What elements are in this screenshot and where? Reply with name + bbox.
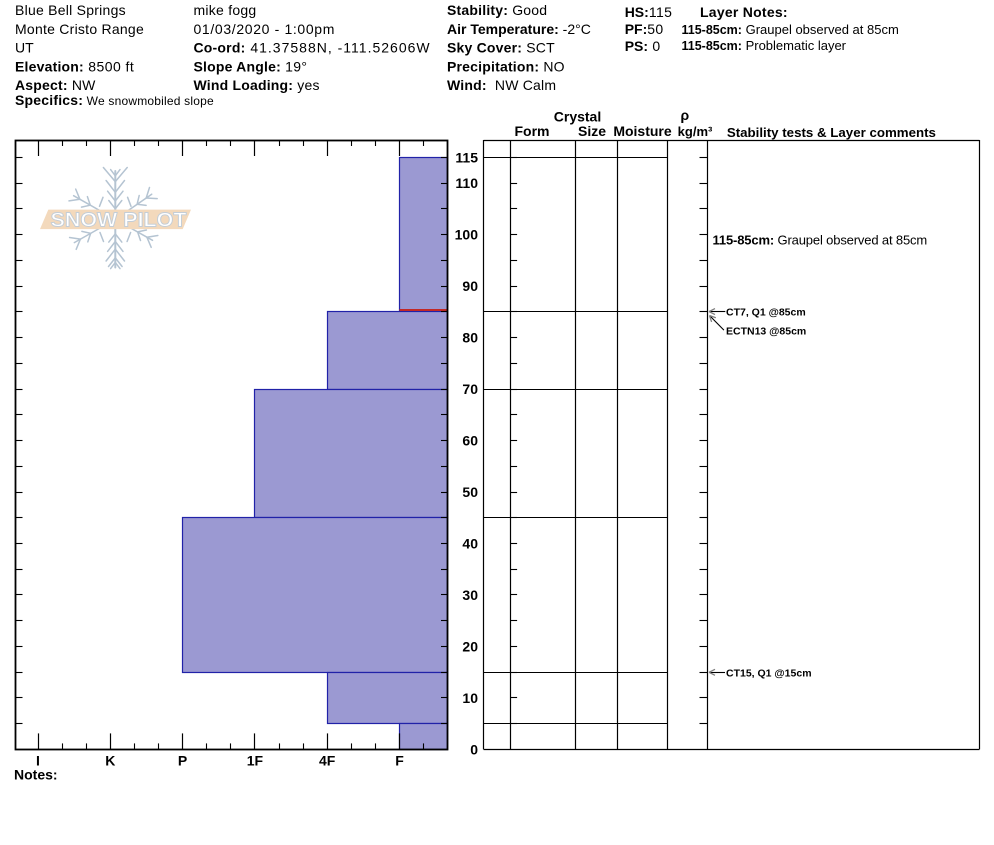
- svg-text:10: 10: [462, 690, 478, 706]
- svg-text:1F: 1F: [247, 752, 264, 768]
- svg-text:PF:50: PF:50: [625, 21, 664, 37]
- svg-text:Slope Angle: 19°: Slope Angle: 19°: [194, 58, 308, 74]
- svg-text:HS:115: HS:115: [625, 4, 673, 20]
- svg-text:Stability tests & Layer commen: Stability tests & Layer comments: [727, 125, 936, 140]
- svg-text:115: 115: [455, 150, 478, 166]
- svg-text:ECTN13 @85cm: ECTN13 @85cm: [726, 326, 806, 338]
- svg-text:ρ: ρ: [680, 107, 689, 123]
- svg-text:Notes:: Notes:: [14, 767, 58, 783]
- svg-text:Wind: NW Calm: Wind: NW Calm: [447, 77, 556, 93]
- svg-text:mike fogg: mike fogg: [194, 2, 257, 18]
- svg-text:115-85cm: Graupel observed at: 115-85cm: Graupel observed at 85cm: [713, 232, 928, 247]
- svg-text:kg/m³: kg/m³: [678, 124, 713, 139]
- svg-text:110: 110: [455, 175, 478, 191]
- svg-text:Form: Form: [515, 123, 550, 139]
- svg-text:Aspect: NW: Aspect: NW: [15, 77, 96, 93]
- svg-text:115-85cm: Problematic layer: 115-85cm: Problematic layer: [682, 38, 847, 53]
- svg-text:P: P: [178, 752, 187, 768]
- svg-text:30: 30: [462, 587, 478, 603]
- svg-text:F: F: [395, 752, 404, 768]
- svg-text:Specifics: We snowmobiled slop: Specifics: We snowmobiled slope: [15, 92, 214, 108]
- svg-text:100: 100: [455, 227, 479, 243]
- svg-text:Size: Size: [578, 123, 606, 139]
- svg-text:SNOW PILOT: SNOW PILOT: [51, 209, 187, 231]
- svg-text:Blue Bell Springs: Blue Bell Springs: [15, 2, 126, 18]
- svg-text:Air Temperature: -2°C: Air Temperature: -2°C: [447, 21, 591, 37]
- svg-text:Crystal: Crystal: [554, 108, 601, 124]
- svg-text:Wind Loading: yes: Wind Loading: yes: [194, 77, 320, 93]
- svg-text:K: K: [105, 752, 115, 768]
- svg-text:PS: 0: PS: 0: [625, 38, 661, 54]
- svg-text:UT: UT: [15, 40, 34, 56]
- svg-text:50: 50: [462, 484, 478, 500]
- svg-text:I: I: [36, 752, 40, 768]
- svg-text:40: 40: [462, 536, 478, 552]
- svg-text:CT15, Q1 @15cm: CT15, Q1 @15cm: [726, 667, 812, 679]
- svg-text:Layer Notes:: Layer Notes:: [700, 4, 788, 20]
- svg-text:4F: 4F: [319, 752, 336, 768]
- svg-text:Stability: Good: Stability: Good: [447, 2, 547, 18]
- svg-text:115-85cm: Graupel observed at: 115-85cm: Graupel observed at 85cm: [682, 22, 899, 37]
- svg-text:CT7, Q1 @85cm: CT7, Q1 @85cm: [726, 307, 806, 319]
- svg-text:01/03/2020 - 1:00pm: 01/03/2020 - 1:00pm: [194, 21, 336, 37]
- svg-text:80: 80: [462, 330, 478, 346]
- svg-text:60: 60: [462, 433, 478, 449]
- svg-text:Precipitation: NO: Precipitation: NO: [447, 58, 565, 74]
- svg-text:90: 90: [462, 278, 478, 294]
- svg-text:20: 20: [462, 639, 478, 655]
- svg-text:Sky Cover: SCT: Sky Cover: SCT: [447, 40, 555, 56]
- svg-text:0: 0: [470, 742, 478, 758]
- svg-text:70: 70: [462, 381, 478, 397]
- svg-text:Moisture: Moisture: [613, 123, 672, 139]
- svg-text:Monte Cristo Range: Monte Cristo Range: [15, 21, 144, 37]
- svg-text:Elevation: 8500 ft: Elevation: 8500 ft: [15, 58, 134, 74]
- svg-text:Co-ord: 41.37588N, -111.52606W: Co-ord: 41.37588N, -111.52606W: [194, 40, 431, 56]
